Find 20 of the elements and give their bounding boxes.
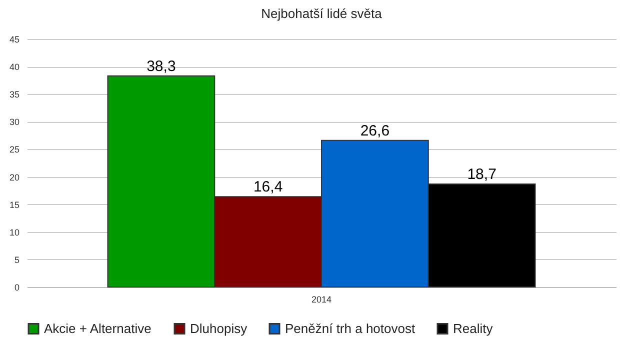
legend-label: Akcie + Alternative — [44, 320, 152, 336]
y-tick-label: 25 — [9, 144, 20, 155]
y-tick-label: 5 — [14, 254, 20, 265]
y-tick-label: 40 — [9, 62, 20, 72]
y-tick-label: 20 — [9, 172, 20, 182]
y-tick-label: 10 — [9, 227, 20, 238]
y-tick-label: 15 — [9, 200, 20, 210]
y-tick-label: 0 — [14, 282, 20, 292]
y-tick-label: 45 — [9, 34, 20, 44]
legend-label: Peněžní trh a hotovost — [285, 320, 416, 336]
data-label: 38,3 — [146, 58, 176, 75]
legend-label: Reality — [453, 320, 494, 336]
y-tick-label: 35 — [9, 90, 20, 100]
data-label: 16,4 — [253, 178, 283, 196]
chart-title: Nejbohatší lidé světa — [261, 6, 383, 21]
data-label: 18,7 — [467, 166, 496, 183]
x-tick-label: 2014 — [311, 294, 332, 304]
data-label: 26,6 — [360, 122, 390, 140]
legend-label: Dluhopisy — [190, 320, 248, 336]
y-tick-label: 30 — [9, 117, 20, 128]
